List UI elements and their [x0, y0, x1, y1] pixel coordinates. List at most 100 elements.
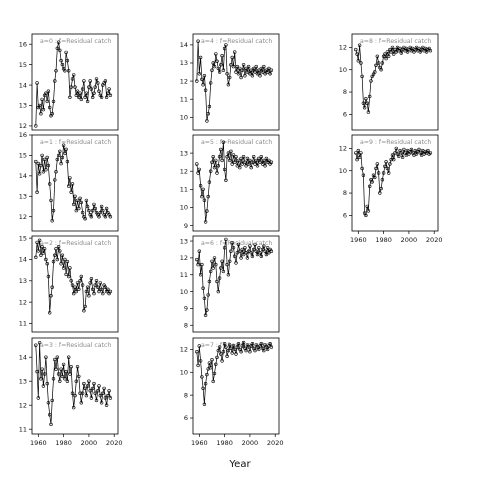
panel-2-point-36 — [79, 274, 84, 279]
panel-0-point-38 — [82, 79, 86, 83]
panel-3-point-17 — [55, 355, 59, 359]
panel-7-point-13 — [211, 379, 215, 384]
panel-7-point-22 — [222, 342, 227, 346]
panel-9-point-16 — [374, 166, 378, 171]
panel-3-point-44 — [89, 396, 94, 400]
panel-3-point-42 — [87, 379, 91, 383]
panel-7-point-11 — [209, 366, 213, 370]
panel-7-point-8 — [205, 372, 209, 377]
panel-5-point-43 — [249, 165, 253, 170]
panel-8-point-26 — [387, 54, 391, 58]
panel-5-point-28 — [230, 162, 234, 166]
panel-4-point-21 — [221, 68, 226, 72]
panel-7-point-19 — [219, 352, 223, 356]
panel-8-point-1 — [355, 52, 359, 56]
panel-0-point-16 — [54, 69, 58, 73]
panel-1-point-20 — [59, 161, 63, 166]
panel-1-point-55 — [103, 215, 108, 219]
panel-0-point-15 — [53, 79, 57, 83]
panel-7-point-27 — [229, 346, 233, 350]
panel-9-x-tick-label: 1960 — [350, 236, 367, 244]
panel-6-point-47 — [254, 249, 258, 253]
panel-2-y-tick-label: 14 — [19, 256, 27, 264]
panel-0-point-14 — [51, 99, 56, 104]
panel-0-point-33 — [75, 89, 80, 93]
panel-2-y-tick-label: 15 — [19, 234, 27, 242]
panel-4-point-46 — [253, 70, 257, 74]
panel-1-point-19 — [58, 149, 62, 154]
panel-3-point-37 — [80, 391, 85, 395]
panel-8-point-9 — [365, 101, 369, 105]
panel-7-x-tick-label: 2020 — [267, 439, 284, 447]
panel-4-point-58 — [268, 72, 272, 76]
panel-4-point-1 — [196, 39, 200, 43]
panel-6-point-28 — [230, 241, 234, 245]
panel-5-point-55 — [264, 156, 269, 161]
panel-9-point-34 — [397, 154, 401, 158]
panel-4-point-45 — [252, 66, 256, 71]
panel-1-point-46 — [92, 202, 96, 207]
panel-9-point-21 — [380, 178, 385, 182]
panel-0-point-50 — [97, 89, 101, 93]
panel-9-label: a=9 : f=Residual catch — [360, 139, 431, 146]
panel-7-point-59 — [269, 345, 274, 349]
panel-3-point-36 — [79, 401, 84, 405]
panel-5-point-38 — [243, 160, 247, 164]
panel-1-point-26 — [66, 184, 71, 188]
panel-3-point-26 — [66, 355, 71, 359]
panel-2-point-41 — [85, 285, 90, 289]
panel-8-point-18 — [376, 61, 381, 65]
panel-7-point-14 — [212, 371, 217, 376]
panel-0-point-8 — [44, 91, 48, 95]
panel-3-point-9 — [45, 381, 49, 386]
panel-6-point-10 — [207, 279, 212, 284]
panel-2-point-0 — [34, 255, 38, 259]
panel-3-point-16 — [54, 367, 58, 371]
panel-9-x-tick-label: 2020 — [426, 236, 443, 244]
panel-0-point-23 — [63, 69, 67, 73]
panel-4-label: a=4 : f=Residual catch — [201, 38, 272, 45]
panel-3-point-30 — [71, 405, 76, 410]
panel-7-x-tick-label: 1960 — [191, 439, 208, 447]
panel-4-point-5 — [201, 82, 205, 87]
panel-4-point-28 — [230, 55, 234, 60]
panel-2-point-44 — [89, 277, 94, 281]
panel-3-x-tick-label: 2000 — [81, 439, 98, 447]
panel-2-point-11 — [47, 311, 52, 315]
panel-8-point-24 — [384, 56, 388, 61]
panel-2-y-tick-label: 13 — [19, 277, 27, 285]
panel-9-x-tick-label: 1980 — [375, 236, 392, 244]
panel-3-point-33 — [75, 365, 80, 369]
panel-3-y-tick-label: 11 — [19, 425, 27, 433]
panel-6-point-42 — [248, 244, 252, 248]
panel-9-y-tick-label: 6 — [343, 212, 347, 220]
panel-2-point-35 — [78, 279, 82, 283]
panel-2-point-49 — [96, 285, 100, 289]
panel-9-series-line — [355, 148, 431, 217]
panel-0-point-55 — [103, 79, 108, 83]
panel-4-point-23 — [224, 43, 228, 47]
panel-3-point-23 — [63, 377, 67, 381]
panel-4-point-0 — [195, 79, 199, 83]
panel-1-point-37 — [80, 210, 85, 215]
panel-0-point-21 — [60, 62, 65, 67]
panel-2-point-29 — [70, 283, 75, 287]
panel-3-point-40 — [84, 393, 89, 398]
panel-6-point-24 — [225, 262, 229, 267]
panel-5-point-49 — [257, 156, 261, 161]
panel-9-point-44 — [409, 147, 414, 152]
panel-7-point-49 — [257, 347, 261, 352]
panel-6-point-6 — [202, 296, 207, 300]
panel-1-point-53 — [101, 208, 105, 213]
panel-2-series-line — [35, 240, 111, 313]
panel-7-point-53 — [262, 348, 266, 353]
panel-7-point-2 — [197, 344, 202, 348]
panel-7-point-56 — [265, 347, 270, 352]
panel-2-point-23 — [63, 257, 67, 262]
panel-2-point-15 — [53, 253, 57, 257]
panel-2-point-28 — [69, 279, 73, 283]
panel-8-point-10 — [366, 110, 371, 114]
panel-2-point-4 — [39, 253, 43, 257]
panel-4-point-11 — [209, 81, 213, 85]
panel-5-point-31 — [234, 155, 238, 159]
